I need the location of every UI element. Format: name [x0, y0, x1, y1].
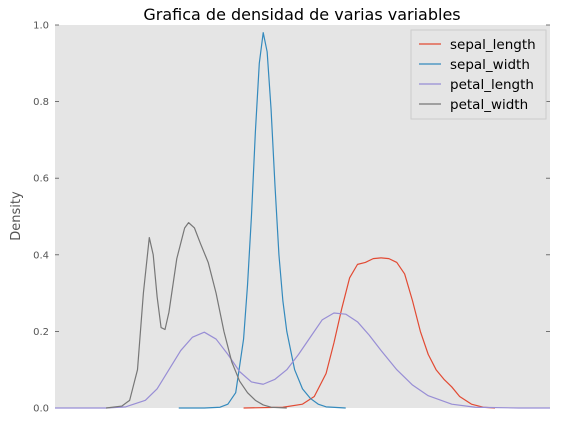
chart-title: Grafica de densidad de varias variables — [143, 5, 460, 24]
y-tick-label: 0.8 — [33, 97, 49, 108]
legend-label-petal-length: petal_length — [450, 77, 534, 93]
series-line-sepal-width — [178, 32, 346, 409]
series-line-petal-width — [105, 222, 287, 409]
y-tick-label: 0.4 — [33, 250, 49, 261]
y-tick-label: 0.6 — [33, 174, 49, 185]
series-line-petal-length — [55, 312, 550, 409]
series-lines — [55, 32, 550, 409]
legend: sepal_length sepal_width petal_lengthpetal… — [410, 29, 547, 120]
y-tick-label: 0.2 — [33, 327, 49, 338]
series-line-sepal-length — [243, 257, 496, 409]
legend-label-sepal-length: sepal_length — [450, 37, 536, 53]
legend-label-petal-width: petal_width — [450, 97, 528, 113]
y-tick-label: 1.0 — [33, 21, 49, 32]
legend-label-sepal-width: sepal_width — [450, 57, 530, 73]
y-axis-ticks: 0.0 0.2 0.4 0.6 0.8 1.0 — [33, 21, 550, 415]
y-axis-label: Density — [9, 191, 24, 241]
y-tick-label: 0.0 — [33, 404, 49, 415]
